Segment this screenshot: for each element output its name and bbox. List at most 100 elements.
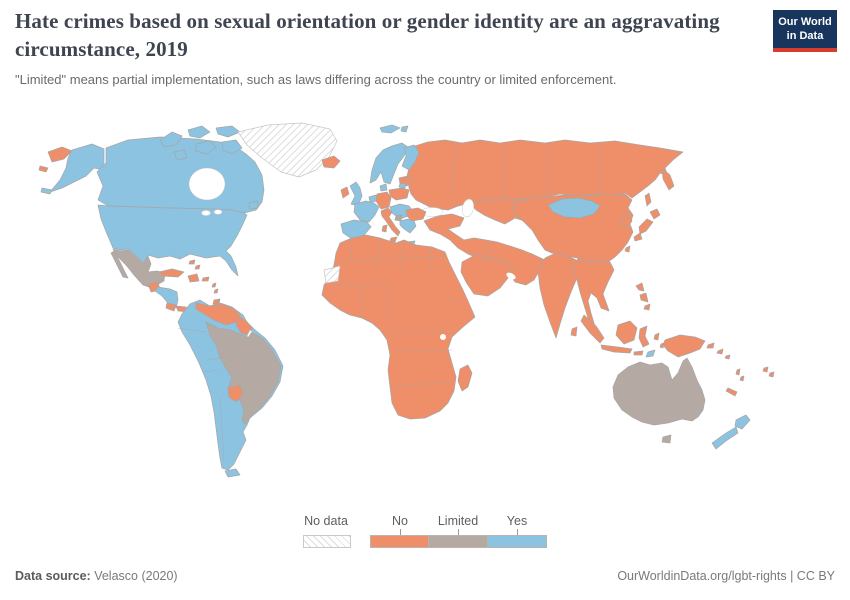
region-aleutians[interactable] (40, 187, 53, 195)
great-lakes (201, 210, 211, 216)
region-lesser-sunda[interactable] (633, 350, 644, 356)
region-poland-czechia[interactable] (388, 187, 410, 201)
owid-logo-line2: in Data (786, 29, 824, 42)
region-bosnia[interactable] (394, 214, 403, 222)
legend-label-limited[interactable]: Limited (437, 514, 479, 528)
region-svalbard[interactable] (400, 125, 409, 133)
legend-swatch-yes[interactable] (488, 535, 547, 548)
region-italy[interactable] (380, 207, 401, 237)
region-lithuania[interactable] (398, 182, 407, 189)
region-arctic-islands[interactable] (221, 139, 243, 155)
region-sakhalin[interactable] (644, 192, 652, 207)
legend-label-yes[interactable]: Yes (506, 514, 528, 528)
region-china[interactable] (511, 193, 634, 263)
region-iberia[interactable] (340, 219, 372, 240)
region-balkans-greece[interactable] (399, 218, 417, 234)
region-fiji[interactable] (762, 366, 769, 373)
region-arabia[interactable] (460, 254, 514, 297)
region-fiji[interactable] (768, 371, 775, 378)
region-kamchatka[interactable] (661, 167, 675, 191)
region-new-zealand-south[interactable] (711, 426, 739, 450)
region-new-zealand-north[interactable] (734, 414, 751, 430)
region-sulawesi[interactable] (638, 325, 650, 348)
legend-swatch-nodata[interactable] (303, 535, 351, 548)
region-vanuatu[interactable] (735, 368, 741, 376)
region-australia[interactable] (612, 357, 706, 426)
region-borneo[interactable] (615, 320, 638, 345)
region-java[interactable] (600, 344, 633, 354)
region-moluccas[interactable] (653, 332, 660, 341)
region-honduras-nicaragua[interactable] (154, 286, 179, 309)
credit-link[interactable]: OurWorldinData.org/lgbt-rights | CC BY (617, 569, 835, 583)
region-sri-lanka[interactable] (570, 326, 578, 337)
region-madagascar[interactable] (457, 364, 473, 392)
region-france[interactable] (353, 200, 380, 223)
region-hispaniola[interactable] (187, 273, 200, 283)
region-newfoundland[interactable] (248, 200, 259, 210)
region-bahamas[interactable] (188, 259, 196, 265)
region-lesser-antilles[interactable] (211, 282, 217, 288)
region-philippines[interactable] (643, 303, 651, 311)
region-arctic-islands[interactable] (173, 149, 188, 161)
region-arctic-islands[interactable] (215, 125, 241, 138)
region-taiwan[interactable] (624, 245, 631, 253)
region-sicily[interactable] (389, 236, 398, 243)
region-cuba[interactable] (158, 268, 185, 278)
region-puerto-rico[interactable] (201, 276, 210, 282)
region-tierra-del-fuego[interactable] (224, 468, 241, 478)
region-sumatra[interactable] (580, 314, 605, 344)
region-germany[interactable] (375, 191, 392, 210)
region-japan-hokkaido[interactable] (649, 208, 661, 220)
region-tasmania[interactable] (661, 434, 672, 444)
region-solomon-islands[interactable] (716, 348, 724, 355)
region-romania-bulgaria[interactable] (405, 207, 427, 222)
region-philippines[interactable] (635, 282, 645, 292)
region-finland[interactable] (401, 144, 420, 171)
legend-swatch-no[interactable] (370, 535, 429, 548)
legend-label-nodata[interactable]: No data (304, 514, 348, 528)
region-timor[interactable] (645, 349, 656, 358)
region-japan-honshu[interactable] (638, 218, 654, 235)
country-borders-africa-asia (329, 142, 601, 386)
region-svalbard[interactable] (379, 124, 401, 134)
region-arctic-islands[interactable] (195, 140, 217, 155)
region-ireland[interactable] (340, 186, 350, 199)
owid-logo[interactable]: Our World in Data (773, 10, 837, 52)
region-chukotka[interactable] (47, 146, 73, 163)
region-alaska[interactable] (49, 143, 105, 193)
region-new-caledonia[interactable] (725, 387, 738, 397)
region-denmark[interactable] (379, 183, 388, 192)
region-brazil[interactable] (205, 321, 282, 425)
region-mongolia[interactable] (547, 197, 601, 219)
region-arctic-islands[interactable] (159, 131, 183, 148)
region-iceland[interactable] (321, 155, 341, 169)
region-new-britain[interactable] (706, 342, 715, 349)
region-bahamas[interactable] (194, 264, 201, 270)
region-venezuela[interactable] (195, 302, 241, 326)
region-costa-rica[interactable] (165, 302, 177, 312)
region-vanuatu[interactable] (739, 375, 745, 382)
region-canada[interactable] (96, 136, 265, 214)
region-paraguay[interactable] (227, 384, 244, 403)
region-philippines[interactable] (639, 292, 649, 303)
region-usa[interactable] (97, 204, 248, 277)
region-western-sahara[interactable] (323, 265, 341, 284)
region-norway-sweden[interactable] (369, 142, 409, 185)
region-arctic-islands[interactable] (187, 125, 211, 139)
region-sardinia[interactable] (381, 224, 388, 233)
region-chukotka-dash[interactable] (38, 165, 49, 173)
region-india[interactable] (537, 251, 581, 339)
legend-label-no[interactable]: No (392, 514, 408, 528)
region-southeast-asia[interactable] (572, 257, 615, 333)
legend-swatch-limited[interactable] (429, 535, 488, 548)
region-solomon-islands[interactable] (724, 354, 731, 360)
region-uk[interactable] (349, 181, 363, 207)
region-africa[interactable] (321, 234, 476, 420)
region-baja-california[interactable] (110, 250, 129, 279)
hudson-bay (188, 167, 226, 201)
region-new-guinea[interactable] (662, 334, 706, 358)
region-korea[interactable] (620, 212, 633, 229)
region-lesser-antilles[interactable] (213, 288, 219, 294)
region-japan-kyushu[interactable] (633, 232, 643, 242)
region-greenland[interactable] (237, 122, 338, 178)
